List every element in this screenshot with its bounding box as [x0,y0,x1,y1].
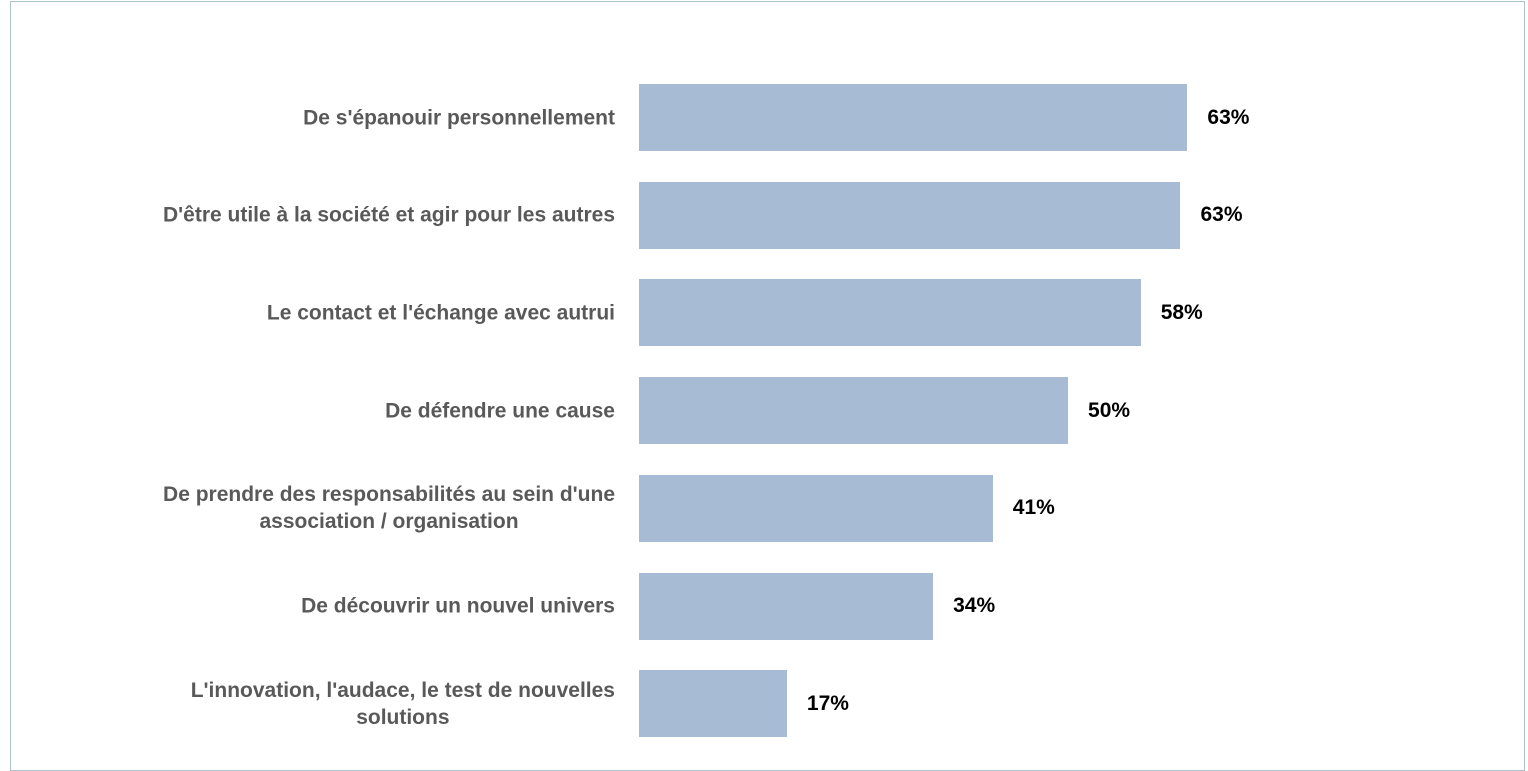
category-label: De découvrir un nouvel univers [301,594,615,618]
bar [639,279,1141,347]
bar [639,377,1069,445]
category-label: D'être utile à la société et agir pour l… [163,203,615,227]
bar [639,670,787,738]
category-label: De prendre des responsabilités au sein d… [163,483,615,534]
category-label: Le contact et l'échange avec autrui [266,301,615,325]
value-label: 41% [1012,496,1055,520]
value-label: 34% [953,594,996,617]
value-label: 63% [1200,203,1243,227]
bar [639,572,934,640]
category-label: De défendre une cause [385,399,615,423]
bar [639,181,1181,249]
bar [639,474,993,542]
value-label: 50% [1088,398,1131,422]
category-label: L'innovation, l'audace, le test de nouve… [190,678,615,729]
category-label: De s'épanouir personnellement [303,106,615,129]
value-label: 58% [1160,300,1203,324]
bar [639,84,1188,151]
value-label: 63% [1207,105,1250,129]
value-label: 17% [806,691,849,715]
